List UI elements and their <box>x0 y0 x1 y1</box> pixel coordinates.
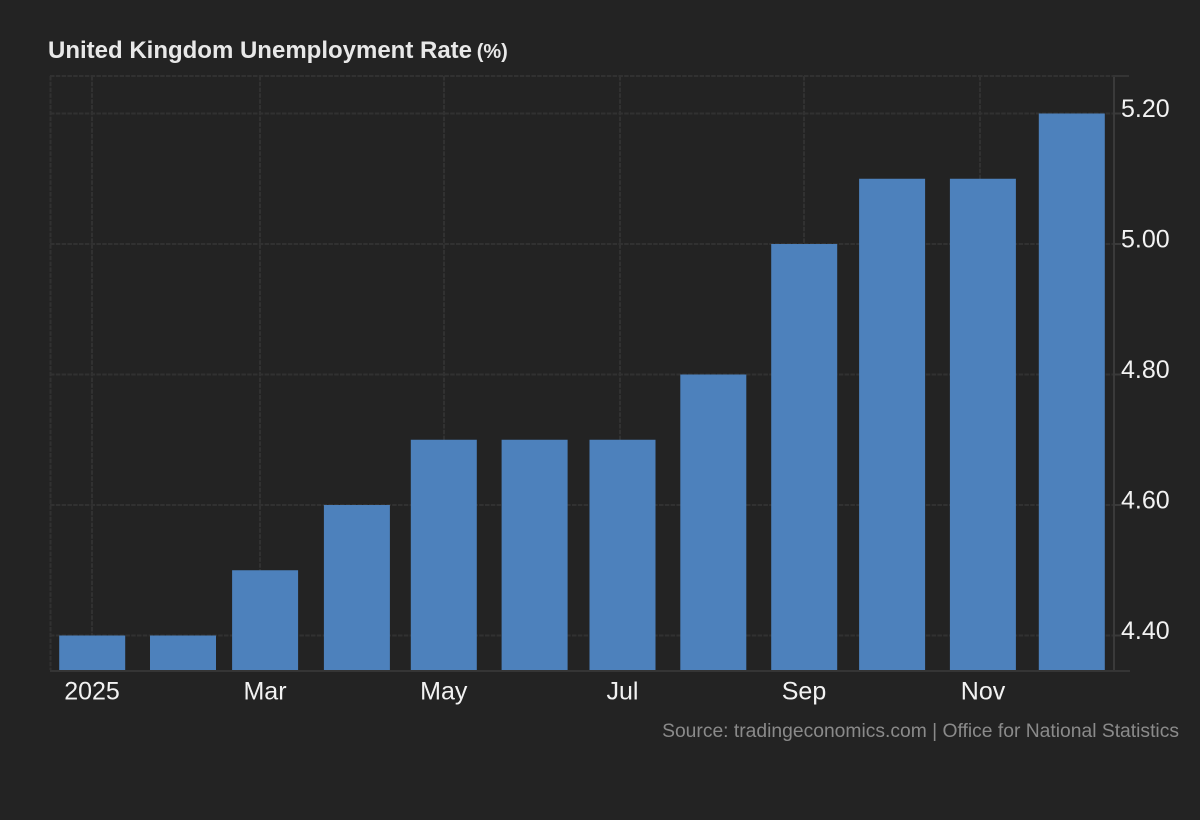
svg-text:Mar: Mar <box>243 678 286 706</box>
svg-text:4.40: 4.40 <box>1121 617 1170 645</box>
svg-text:Source: tradingeconomics.com |: Source: tradingeconomics.com | Office fo… <box>662 721 1179 742</box>
svg-text:2025: 2025 <box>64 678 120 706</box>
svg-text:Nov: Nov <box>961 678 1006 706</box>
svg-text:United Kingdom Unemployment Ra: United Kingdom Unemployment Rate (%) <box>48 37 508 64</box>
svg-text:May: May <box>420 678 468 706</box>
svg-text:Jul: Jul <box>607 678 639 706</box>
svg-text:4.60: 4.60 <box>1121 487 1170 515</box>
svg-text:4.80: 4.80 <box>1121 356 1170 384</box>
svg-text:5.20: 5.20 <box>1121 95 1170 123</box>
svg-text:Sep: Sep <box>782 678 826 706</box>
svg-text:5.00: 5.00 <box>1121 226 1170 254</box>
